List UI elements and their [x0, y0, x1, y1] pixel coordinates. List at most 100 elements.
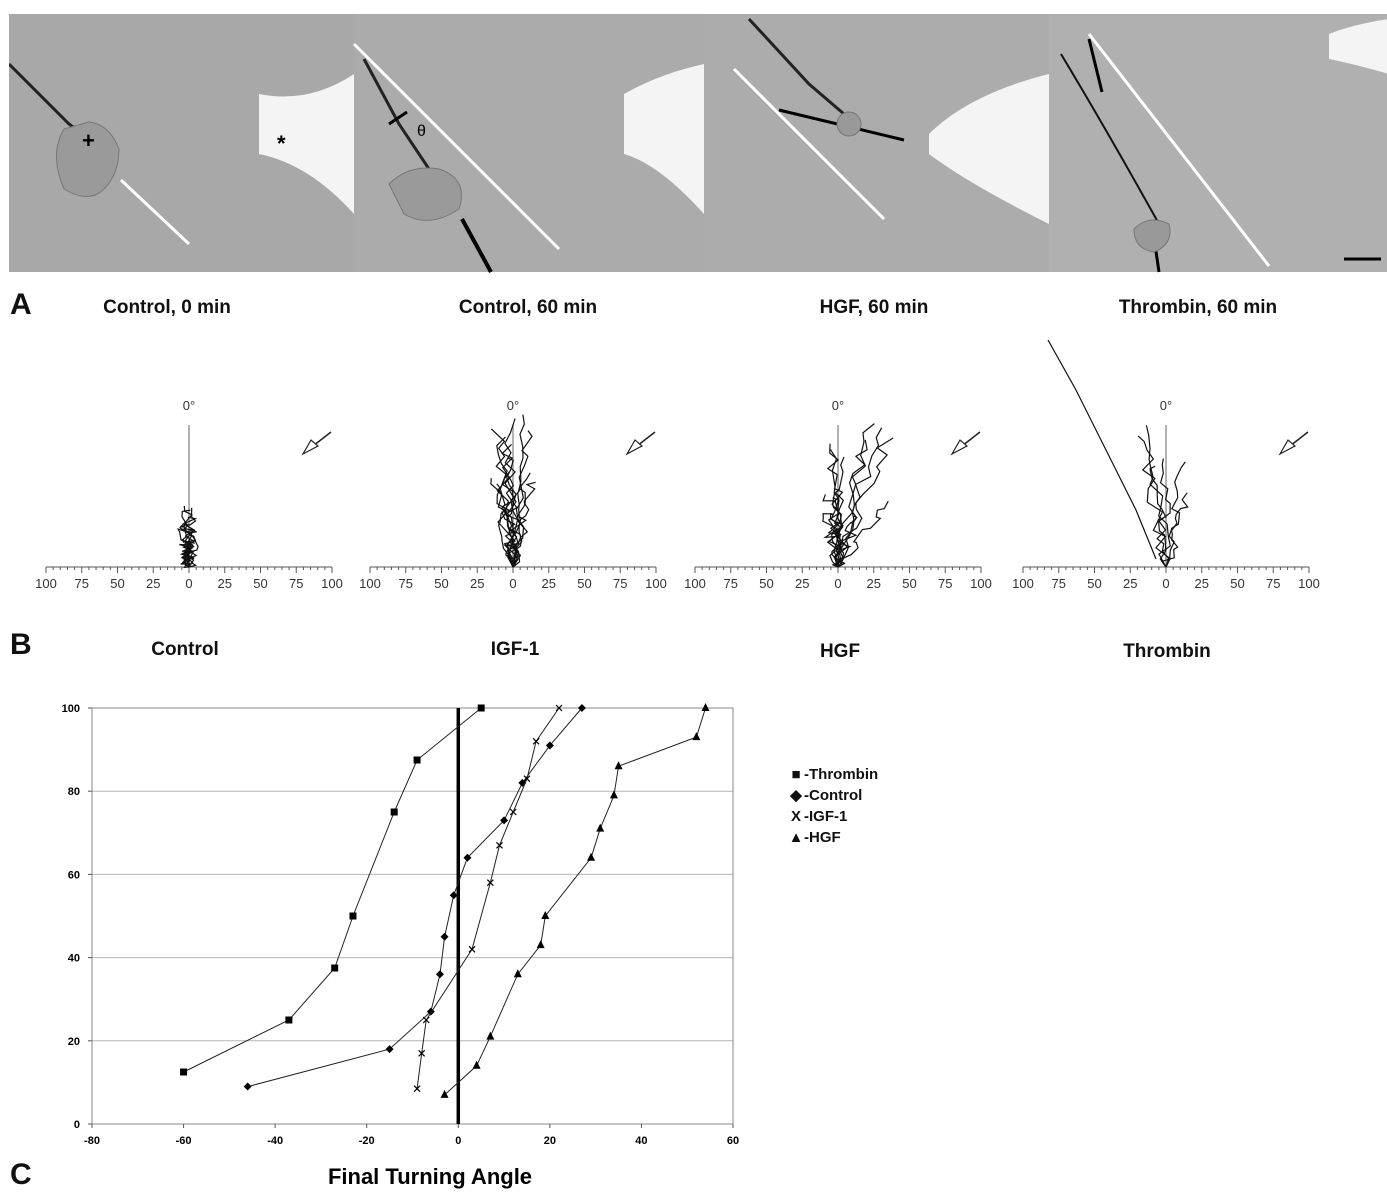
- arrow-down-left-icon: [301, 431, 332, 456]
- data-point-triangle: [472, 1060, 481, 1069]
- cell-track: [506, 414, 525, 568]
- data-point-square: [180, 1068, 188, 1076]
- micrograph-control-0min: + *: [9, 14, 354, 272]
- tick-label: 0: [834, 576, 841, 591]
- data-point-x: [523, 775, 531, 783]
- y-tick-label: 20: [68, 1036, 80, 1048]
- data-point-triangle: [596, 823, 605, 832]
- cell-track: [496, 436, 517, 568]
- plus-marker: +: [82, 128, 95, 153]
- cell-track: [822, 513, 846, 568]
- legend-entry-control: ◆ -Control: [788, 785, 878, 806]
- data-point-square: [413, 756, 421, 764]
- caption-b-3: HGF: [819, 641, 861, 662]
- tick-label: 50: [902, 576, 916, 591]
- tick-label: 0: [509, 576, 516, 591]
- tick-label: 0: [185, 576, 192, 591]
- track-plot-4: 0° 100 75 50 25 0 25 50 75 100: [1012, 339, 1320, 591]
- legend-label: -HGF: [804, 829, 841, 846]
- chart-legend: ■ -Thrombin ◆ -Control X -IGF-1 ▲ -HGF: [788, 764, 879, 848]
- series-line: [416, 707, 560, 1089]
- tick-label: 50: [110, 576, 124, 591]
- data-point-diamond: [440, 932, 449, 941]
- plot-frame: [91, 707, 734, 1125]
- zero-label: 0°: [1160, 398, 1172, 413]
- data-point-diamond: [463, 853, 472, 862]
- micrograph-control-60min: θ: [352, 14, 704, 273]
- data-point-diamond: [545, 741, 554, 750]
- triangle-icon: ▲: [788, 829, 804, 846]
- y-tick-label: 40: [68, 953, 80, 965]
- panel-label-c: C: [10, 1158, 32, 1191]
- data-point-x: [422, 1016, 430, 1024]
- series-line: [444, 707, 706, 1096]
- tick-label: 75: [724, 576, 738, 591]
- tick-label: 100: [684, 576, 706, 591]
- cell-track: [179, 509, 195, 568]
- data-point-diamond: [243, 1082, 252, 1091]
- arrow-down-left-icon: [950, 431, 981, 456]
- tick-label: 25: [1195, 576, 1209, 591]
- cell-track: [833, 515, 858, 568]
- data-point-x: [532, 737, 540, 745]
- tick-label: 75: [938, 576, 952, 591]
- data-point-diamond: [449, 891, 458, 900]
- tick-label: 50: [1230, 576, 1244, 591]
- cell-track: [490, 428, 519, 568]
- cell-track: [834, 456, 845, 568]
- data-point-x: [509, 808, 517, 816]
- arrow-down-left-icon: [1278, 431, 1309, 456]
- data-point-triangle: [692, 732, 701, 741]
- cell-track: [1165, 461, 1186, 568]
- track-plot-3: 0° 100 75 50 25 0 25 50 75 100: [684, 398, 992, 591]
- track-plot-1: 0° 100 75 50 25 0 25 50 75 100: [35, 398, 343, 591]
- y-tick-label: 60: [68, 869, 80, 881]
- star-marker: *: [277, 131, 286, 156]
- panel-label-b: B: [10, 628, 32, 661]
- data-point-square: [285, 1016, 293, 1024]
- cell-track: [829, 488, 844, 568]
- legend-label: -Thrombin: [804, 766, 879, 783]
- x-tick-label: 40: [635, 1135, 647, 1147]
- tick-label: 75: [75, 576, 89, 591]
- arrow-head: [950, 439, 969, 456]
- turning-angle-chart: 0 20 40 60 80 100 -80 -60 -40 -20 0 20 40 60 Final Tur…: [62, 703, 739, 1189]
- theta-marker: θ: [417, 123, 426, 140]
- zero-label: 0°: [832, 398, 844, 413]
- legend-label: -IGF-1: [804, 808, 848, 825]
- data-point-triangle: [440, 1089, 449, 1098]
- tick-label: 25: [1123, 576, 1137, 591]
- data-point-diamond: [385, 1045, 394, 1054]
- data-point-x: [413, 1085, 421, 1093]
- data-point-x: [555, 704, 563, 712]
- cell-track: [829, 449, 845, 568]
- data-point-triangle: [587, 852, 596, 861]
- caption-b-1: Control: [151, 639, 219, 660]
- data-point-triangle: [536, 940, 545, 949]
- tick-label: 50: [1087, 576, 1101, 591]
- tick-label: 100: [359, 576, 381, 591]
- diamond-icon: ◆: [790, 787, 802, 804]
- data-point-square: [331, 964, 339, 972]
- series-line: [183, 707, 482, 1073]
- x-tick-label: 0: [455, 1135, 461, 1147]
- x-tick-label: -40: [267, 1135, 283, 1147]
- cell-track: [1157, 458, 1171, 568]
- tick-label: 100: [1012, 576, 1034, 591]
- square-icon: ■: [791, 766, 801, 783]
- caption-a-2: Control, 60 min: [458, 297, 598, 318]
- data-point-diamond: [435, 970, 444, 979]
- data-point-square: [390, 808, 398, 816]
- tick-label: 75: [613, 576, 627, 591]
- y-tick-label: 100: [62, 703, 80, 715]
- tick-label: 100: [645, 576, 667, 591]
- y-tick-label: 80: [68, 786, 80, 798]
- data-point-x: [486, 879, 494, 887]
- tick-label: 25: [470, 576, 484, 591]
- data-point-triangle: [614, 761, 623, 770]
- data-point-triangle: [486, 1031, 495, 1040]
- track-plot-2: 0° 100 75 50 25 0 25 50 75 100: [359, 398, 667, 591]
- cell-track: [837, 500, 889, 568]
- cell-track: [834, 437, 894, 568]
- arrow-down-left-icon: [625, 431, 656, 456]
